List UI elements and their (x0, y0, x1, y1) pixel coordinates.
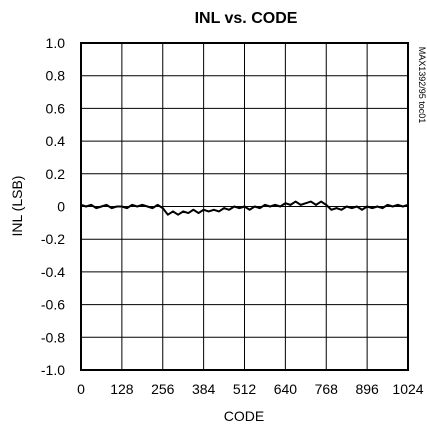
y-tick-label: 1.0 (46, 35, 66, 51)
inl-data-point (141, 203, 144, 206)
y-axis-label: INL (LSB) (9, 176, 25, 237)
inl-data-point (386, 203, 389, 206)
y-tick-label: -0.2 (41, 231, 65, 247)
inl-data-point (172, 210, 174, 213)
inl-data-point (146, 205, 149, 208)
inl-data-point (320, 200, 323, 203)
series-group (80, 200, 409, 216)
inl-data-point (340, 208, 343, 211)
inl-data-point (310, 200, 312, 203)
x-tick-label: 512 (233, 381, 257, 397)
y-tick-label: -0.6 (41, 297, 65, 313)
inl-data-point (248, 208, 251, 211)
grid (80, 42, 409, 371)
inl-data-point (202, 208, 205, 211)
inl-data-point (294, 200, 297, 203)
inl-data-point (207, 210, 210, 213)
y-tick-label: 0 (57, 199, 65, 215)
inl-data-point (269, 205, 271, 208)
inl-data-point (289, 203, 292, 206)
y-tick-label: -0.4 (41, 264, 65, 280)
inl-data-point (315, 203, 317, 206)
inl-data-point (95, 207, 98, 210)
inl-data-point (391, 205, 394, 208)
inl-data-point (325, 203, 328, 206)
inl-data-point (126, 207, 128, 210)
x-tick-label: 256 (151, 381, 175, 397)
inl-data-point (274, 203, 277, 206)
inl-data-point (253, 205, 256, 208)
inl-data-point (264, 203, 266, 206)
inl-data-point (381, 207, 384, 210)
inl-data-point (279, 205, 282, 208)
inl-data-point (197, 212, 200, 214)
inl-data-point (228, 208, 231, 211)
inl-data-point (376, 205, 379, 208)
inl-data-point (136, 205, 139, 208)
inl-data-point (177, 213, 179, 216)
inl-data-point (161, 207, 164, 210)
inl-data-point (187, 212, 190, 214)
inl-data-point (110, 207, 113, 210)
y-tick-label: 0.6 (46, 100, 66, 116)
inl-data-point (156, 203, 159, 206)
inl-data-point (371, 207, 374, 210)
x-tick-label: 896 (355, 381, 379, 397)
figure-code-note: MAX1392/95 toc01 (417, 47, 427, 124)
inl-data-point (131, 203, 133, 206)
inl-data-point (223, 207, 225, 210)
inl-data-point (192, 208, 195, 211)
inl-data-point (212, 208, 215, 211)
inl-data-point (100, 205, 103, 208)
inl-data-point (85, 205, 88, 208)
x-tick-label: 128 (110, 381, 134, 397)
inl-data-point (151, 207, 154, 210)
inl-data-point (366, 205, 369, 208)
inl-data-point (304, 202, 307, 205)
inl-data-point (350, 207, 353, 210)
y-tick-label: -0.8 (41, 329, 65, 345)
inl-data-point (299, 203, 302, 206)
inl-data-point (335, 207, 338, 210)
inl-data-point (396, 203, 399, 206)
x-tick-label: 640 (274, 381, 298, 397)
inl-data-point (218, 210, 220, 213)
inl-data-point (401, 205, 404, 208)
inl-data-point (105, 203, 108, 206)
inl-data-point (166, 213, 169, 216)
plot-frame (80, 42, 409, 371)
x-axis-label: CODE (224, 408, 264, 424)
inl-data-point (182, 210, 185, 213)
inl-data-point (361, 208, 363, 211)
inl-data-point (243, 205, 246, 208)
inl-data-point (345, 205, 348, 208)
y-tick-label: 0.2 (46, 166, 66, 182)
inl-data-point (258, 207, 261, 210)
x-tick-label: 0 (77, 381, 85, 397)
inl-data-point (90, 203, 93, 206)
inl-data-point (284, 202, 287, 205)
x-tick-label: 768 (315, 381, 339, 397)
chart-title: INL vs. CODE (195, 10, 298, 27)
inl-data-point (356, 205, 358, 208)
y-tick-label: 0.8 (46, 68, 66, 84)
tick-labels: 0 128 256 384 512 640 768 896 1024 1.0 0.8 0.6 0.4 0.… (41, 35, 424, 397)
x-tick-label: 1024 (392, 381, 423, 397)
y-tick-label: -1.0 (41, 362, 65, 378)
inl-data-point (233, 205, 236, 208)
x-tick-label: 384 (192, 381, 216, 397)
inl-data-point (330, 208, 333, 211)
inl-data-point (120, 205, 123, 208)
inl-data-point (115, 205, 118, 208)
y-tick-label: 0.4 (46, 133, 66, 149)
inl-data-point (238, 207, 241, 210)
